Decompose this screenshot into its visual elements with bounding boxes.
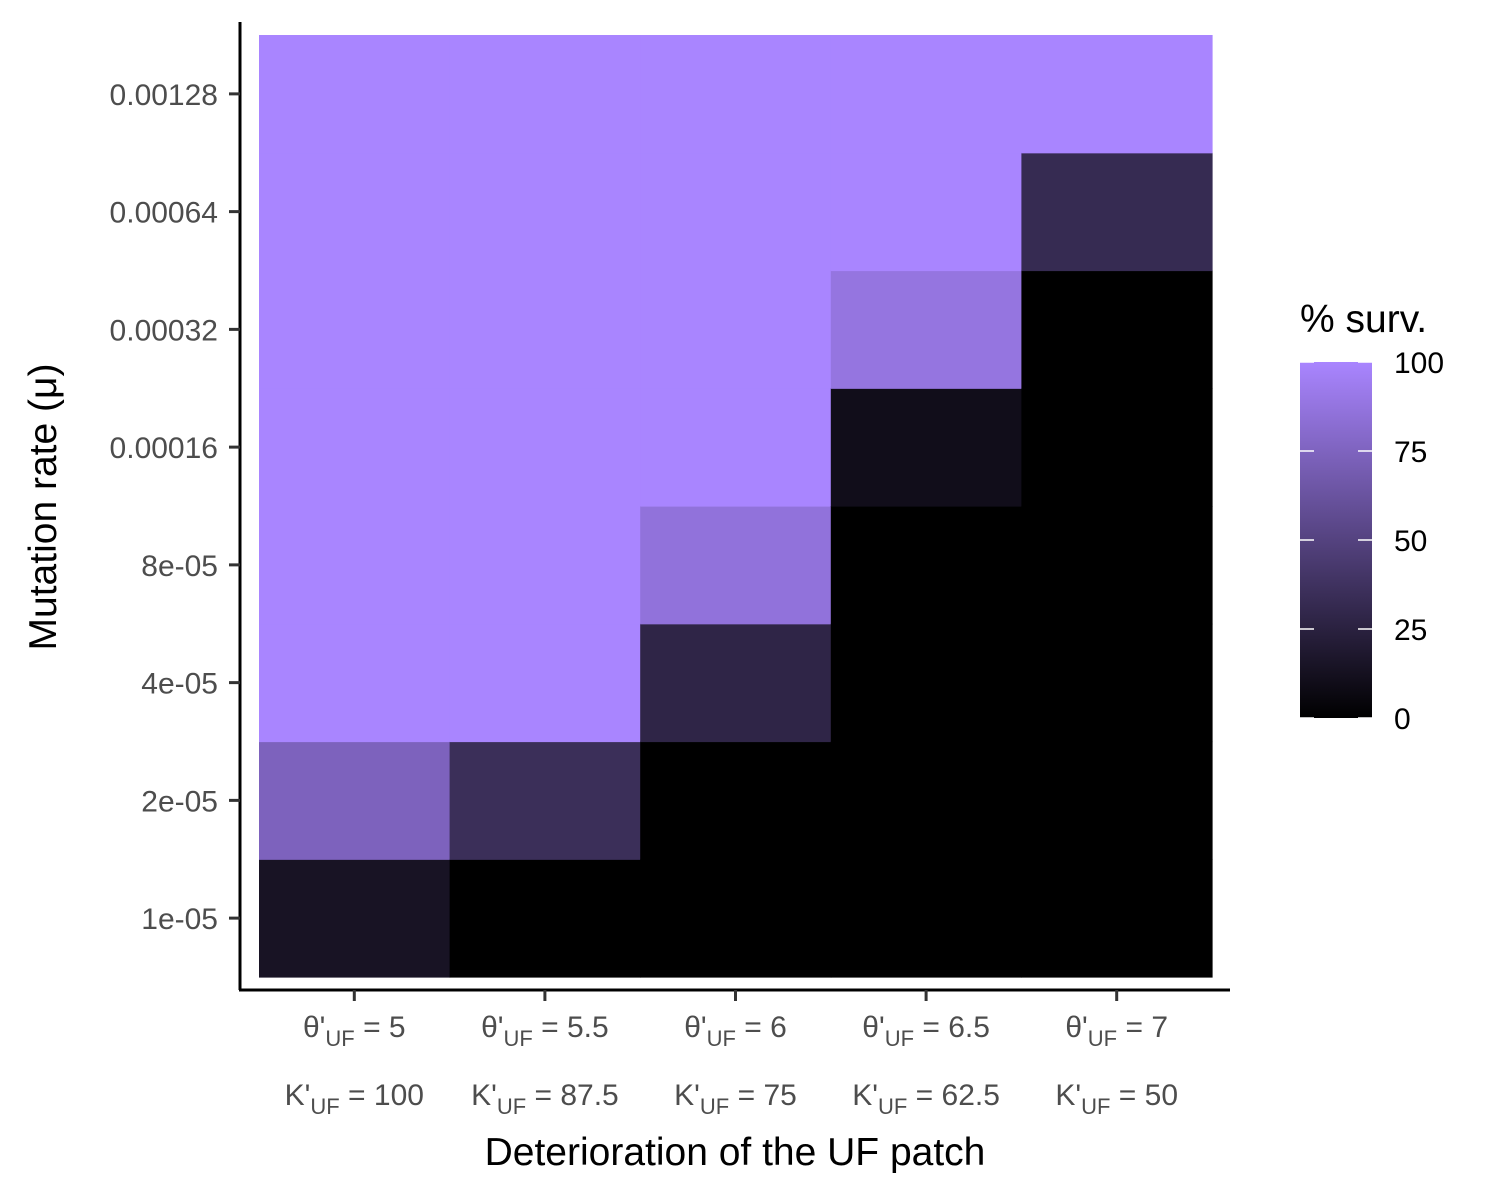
heatmap-cell xyxy=(1021,152,1213,272)
heatmap-cell xyxy=(259,859,451,978)
y-tick-label: 1e-05 xyxy=(141,903,218,936)
y-tick-label: 8e-05 xyxy=(141,550,218,583)
y-axis-ticks: 1e-05 2e-05 4e-05 8e-05 0.00016 0.00032 0.0006… xyxy=(110,79,240,936)
heatmap-cell xyxy=(830,388,1022,507)
legend-tick-label: 0 xyxy=(1394,703,1411,736)
heatmap-cell xyxy=(830,35,1022,154)
y-tick-label: 4e-05 xyxy=(141,668,218,701)
y-tick-label: 2e-05 xyxy=(141,785,218,818)
heatmap-cell xyxy=(449,741,641,860)
heatmap-cell xyxy=(830,152,1022,272)
heatmap-cell xyxy=(259,35,451,154)
heatmap-cell xyxy=(449,859,641,978)
heatmap-cell xyxy=(830,270,1022,389)
heatmap-cell xyxy=(830,859,1022,978)
heatmap-cell xyxy=(1021,506,1213,625)
heatmap-cell xyxy=(640,152,832,272)
heatmap-cell xyxy=(259,623,451,743)
heatmap-cell xyxy=(640,35,832,154)
heatmap-cell xyxy=(449,623,641,743)
legend-title: % surv. xyxy=(1300,298,1427,341)
x-tick-label-k: K'UF = 87.5 xyxy=(471,1079,619,1119)
heatmap-cell xyxy=(640,859,832,978)
heatmap-cell xyxy=(1021,741,1213,860)
heatmap-cell xyxy=(259,388,451,507)
heatmap-cell xyxy=(449,35,641,154)
x-tick-label-theta: θ'UF = 6.5 xyxy=(862,1011,990,1051)
x-tick-label-theta: θ'UF = 5.5 xyxy=(481,1011,609,1051)
heatmap-cell xyxy=(640,270,832,389)
heatmap-cell xyxy=(1021,35,1213,154)
heatmap-cell xyxy=(640,388,832,507)
heatmap-cell xyxy=(640,506,832,625)
x-tick-label-k: K'UF = 50 xyxy=(1055,1079,1178,1119)
x-tick-label-theta: θ'UF = 6 xyxy=(684,1011,787,1051)
heatmap-cell xyxy=(830,741,1022,860)
legend-tick-label: 75 xyxy=(1394,436,1427,469)
heatmap-cell xyxy=(259,152,451,272)
x-axis-title: Deterioration of the UF patch xyxy=(485,1131,986,1174)
heatmap-cell xyxy=(259,506,451,625)
y-tick-label: 0.00064 xyxy=(110,197,218,230)
heatmap-cell xyxy=(259,270,451,389)
color-legend: % surv. 0 25 50 75 100 xyxy=(1300,298,1444,736)
heatmap-cell xyxy=(1021,859,1213,978)
legend-tick-label: 50 xyxy=(1394,525,1427,558)
heatmap-cell xyxy=(449,506,641,625)
y-tick-label: 0.00016 xyxy=(110,432,218,465)
heatmap-cell xyxy=(640,741,832,860)
y-axis-title: Mutation rate (μ) xyxy=(22,364,65,651)
y-tick-label: 0.00032 xyxy=(110,314,218,347)
heatmap-cell xyxy=(449,152,641,272)
heatmap-cell xyxy=(1021,270,1213,389)
heatmap-cell xyxy=(830,506,1022,625)
legend-tick-label: 100 xyxy=(1394,347,1444,380)
y-tick-label: 0.00128 xyxy=(110,79,218,112)
heatmap-cell xyxy=(449,270,641,389)
heatmap-cell xyxy=(449,388,641,507)
heatmap-cell xyxy=(830,623,1022,743)
legend-tick-label: 25 xyxy=(1394,614,1427,647)
x-tick-label-k: K'UF = 75 xyxy=(674,1079,797,1119)
x-axis-ticks: θ'UF = 5 K'UF = 100 θ'UF = 5.5 K'UF = 87.5 θ… xyxy=(285,990,1178,1119)
x-tick-label-k: K'UF = 100 xyxy=(285,1079,424,1119)
heatmap-cell xyxy=(640,623,832,743)
x-tick-label-k: K'UF = 62.5 xyxy=(852,1079,1000,1119)
heatmap-cells xyxy=(259,35,1213,978)
heatmap-cell xyxy=(259,741,451,860)
x-tick-label-theta: θ'UF = 7 xyxy=(1065,1011,1168,1051)
heatmap-cell xyxy=(1021,623,1213,743)
heatmap-cell xyxy=(1021,388,1213,507)
x-tick-label-theta: θ'UF = 5 xyxy=(303,1011,406,1051)
legend-ticks: 0 25 50 75 100 xyxy=(1300,347,1444,736)
